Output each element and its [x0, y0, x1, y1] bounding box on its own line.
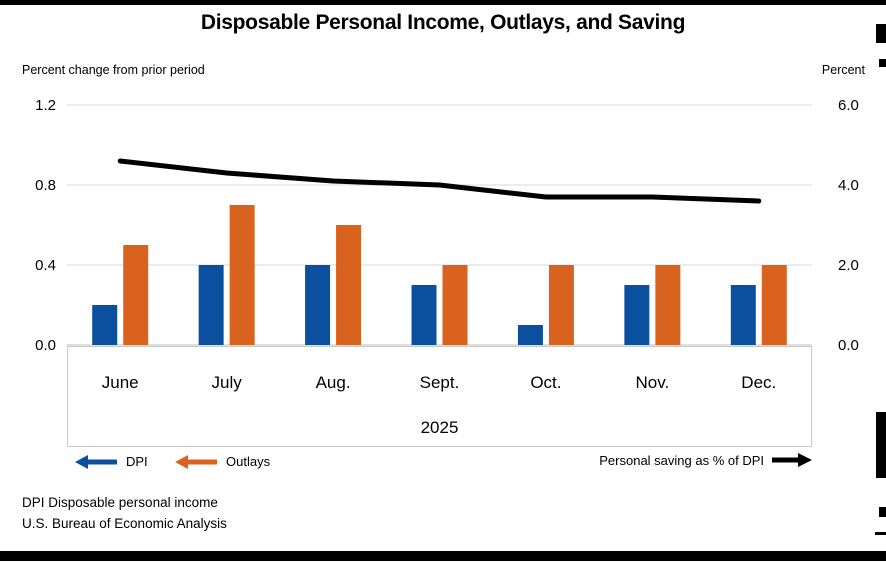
- x-tick-sept: Sept.: [420, 373, 460, 392]
- left-arrow-icon: [75, 454, 117, 469]
- top-border-bar: [0, 0, 886, 5]
- x-tick-july: July: [212, 373, 243, 392]
- legend-label-dpi: DPI: [126, 454, 148, 469]
- x-tick-dec: Dec.: [741, 373, 776, 392]
- bottom-border-bar: [0, 551, 886, 561]
- bar-outlays-oct: [548, 265, 574, 345]
- bar-outlays-sept: [442, 265, 468, 345]
- right-axis-tick: 6.0: [838, 97, 859, 114]
- left-arrow-icon: [175, 454, 217, 469]
- page-edge-artifact: [879, 507, 886, 517]
- footnote-dpi-definition: DPI Disposable personal income: [22, 495, 218, 510]
- left-axis-tick: 0.0: [35, 337, 56, 354]
- bar-dpi-oct: [517, 325, 543, 345]
- right-axis-tick: 0.0: [838, 337, 859, 354]
- bar-outlays-july: [229, 205, 255, 345]
- legend-item-saving: Personal saving as % of DPI: [599, 452, 812, 468]
- right-axis-tick: 4.0: [838, 177, 859, 194]
- bar-outlays-dec: [761, 265, 787, 345]
- bar-dpi-dec: [730, 285, 756, 345]
- left-axis-caption: Percent change from prior period: [22, 63, 205, 77]
- legend-item-dpi: DPI: [75, 454, 148, 469]
- x-tick-oct: Oct.: [530, 373, 561, 392]
- right-axis-tick: 2.0: [838, 257, 859, 274]
- page-edge-artifact: [875, 532, 886, 535]
- x-tick-aug: Aug.: [316, 373, 351, 392]
- right-arrow-icon: [772, 453, 812, 467]
- x-axis-year-label: 2025: [421, 418, 459, 437]
- legend-item-outlays: Outlays: [175, 454, 270, 469]
- saving-rate-line: [117, 158, 762, 204]
- legend-label-outlays: Outlays: [226, 454, 271, 469]
- chart-title: Disposable Personal Income, Outlays, and…: [200, 11, 686, 34]
- bar-outlays-june: [123, 245, 149, 345]
- bar-dpi-july: [198, 265, 224, 345]
- footnotes: DPI Disposable personal income U.S. Bure…: [22, 492, 227, 534]
- left-axis-tick: 0.8: [35, 177, 56, 194]
- bar-dpi-nov: [624, 285, 650, 345]
- bar-dpi-june: [92, 305, 118, 345]
- footnote-source: U.S. Bureau of Economic Analysis: [22, 516, 227, 531]
- legend-label-saving: Personal saving as % of DPI: [599, 452, 764, 468]
- page-edge-artifact: [879, 59, 886, 67]
- page-edge-artifact: [876, 24, 886, 43]
- page-edge-artifact: [876, 412, 886, 478]
- x-axis-label-box: [67, 346, 812, 447]
- x-tick-june: June: [102, 373, 139, 392]
- bar-dpi-sept: [411, 285, 437, 345]
- x-tick-nov: Nov.: [636, 373, 670, 392]
- left-axis-tick: 0.4: [35, 257, 56, 274]
- bar-outlays-nov: [655, 265, 681, 345]
- bar-dpi-aug: [305, 265, 331, 345]
- bar-outlays-aug: [336, 225, 362, 345]
- chart-legend: DPI Outlays Personal saving as % of DPI: [0, 451, 886, 475]
- right-axis-caption: Percent: [821, 63, 865, 77]
- left-axis-tick: 1.2: [35, 97, 56, 114]
